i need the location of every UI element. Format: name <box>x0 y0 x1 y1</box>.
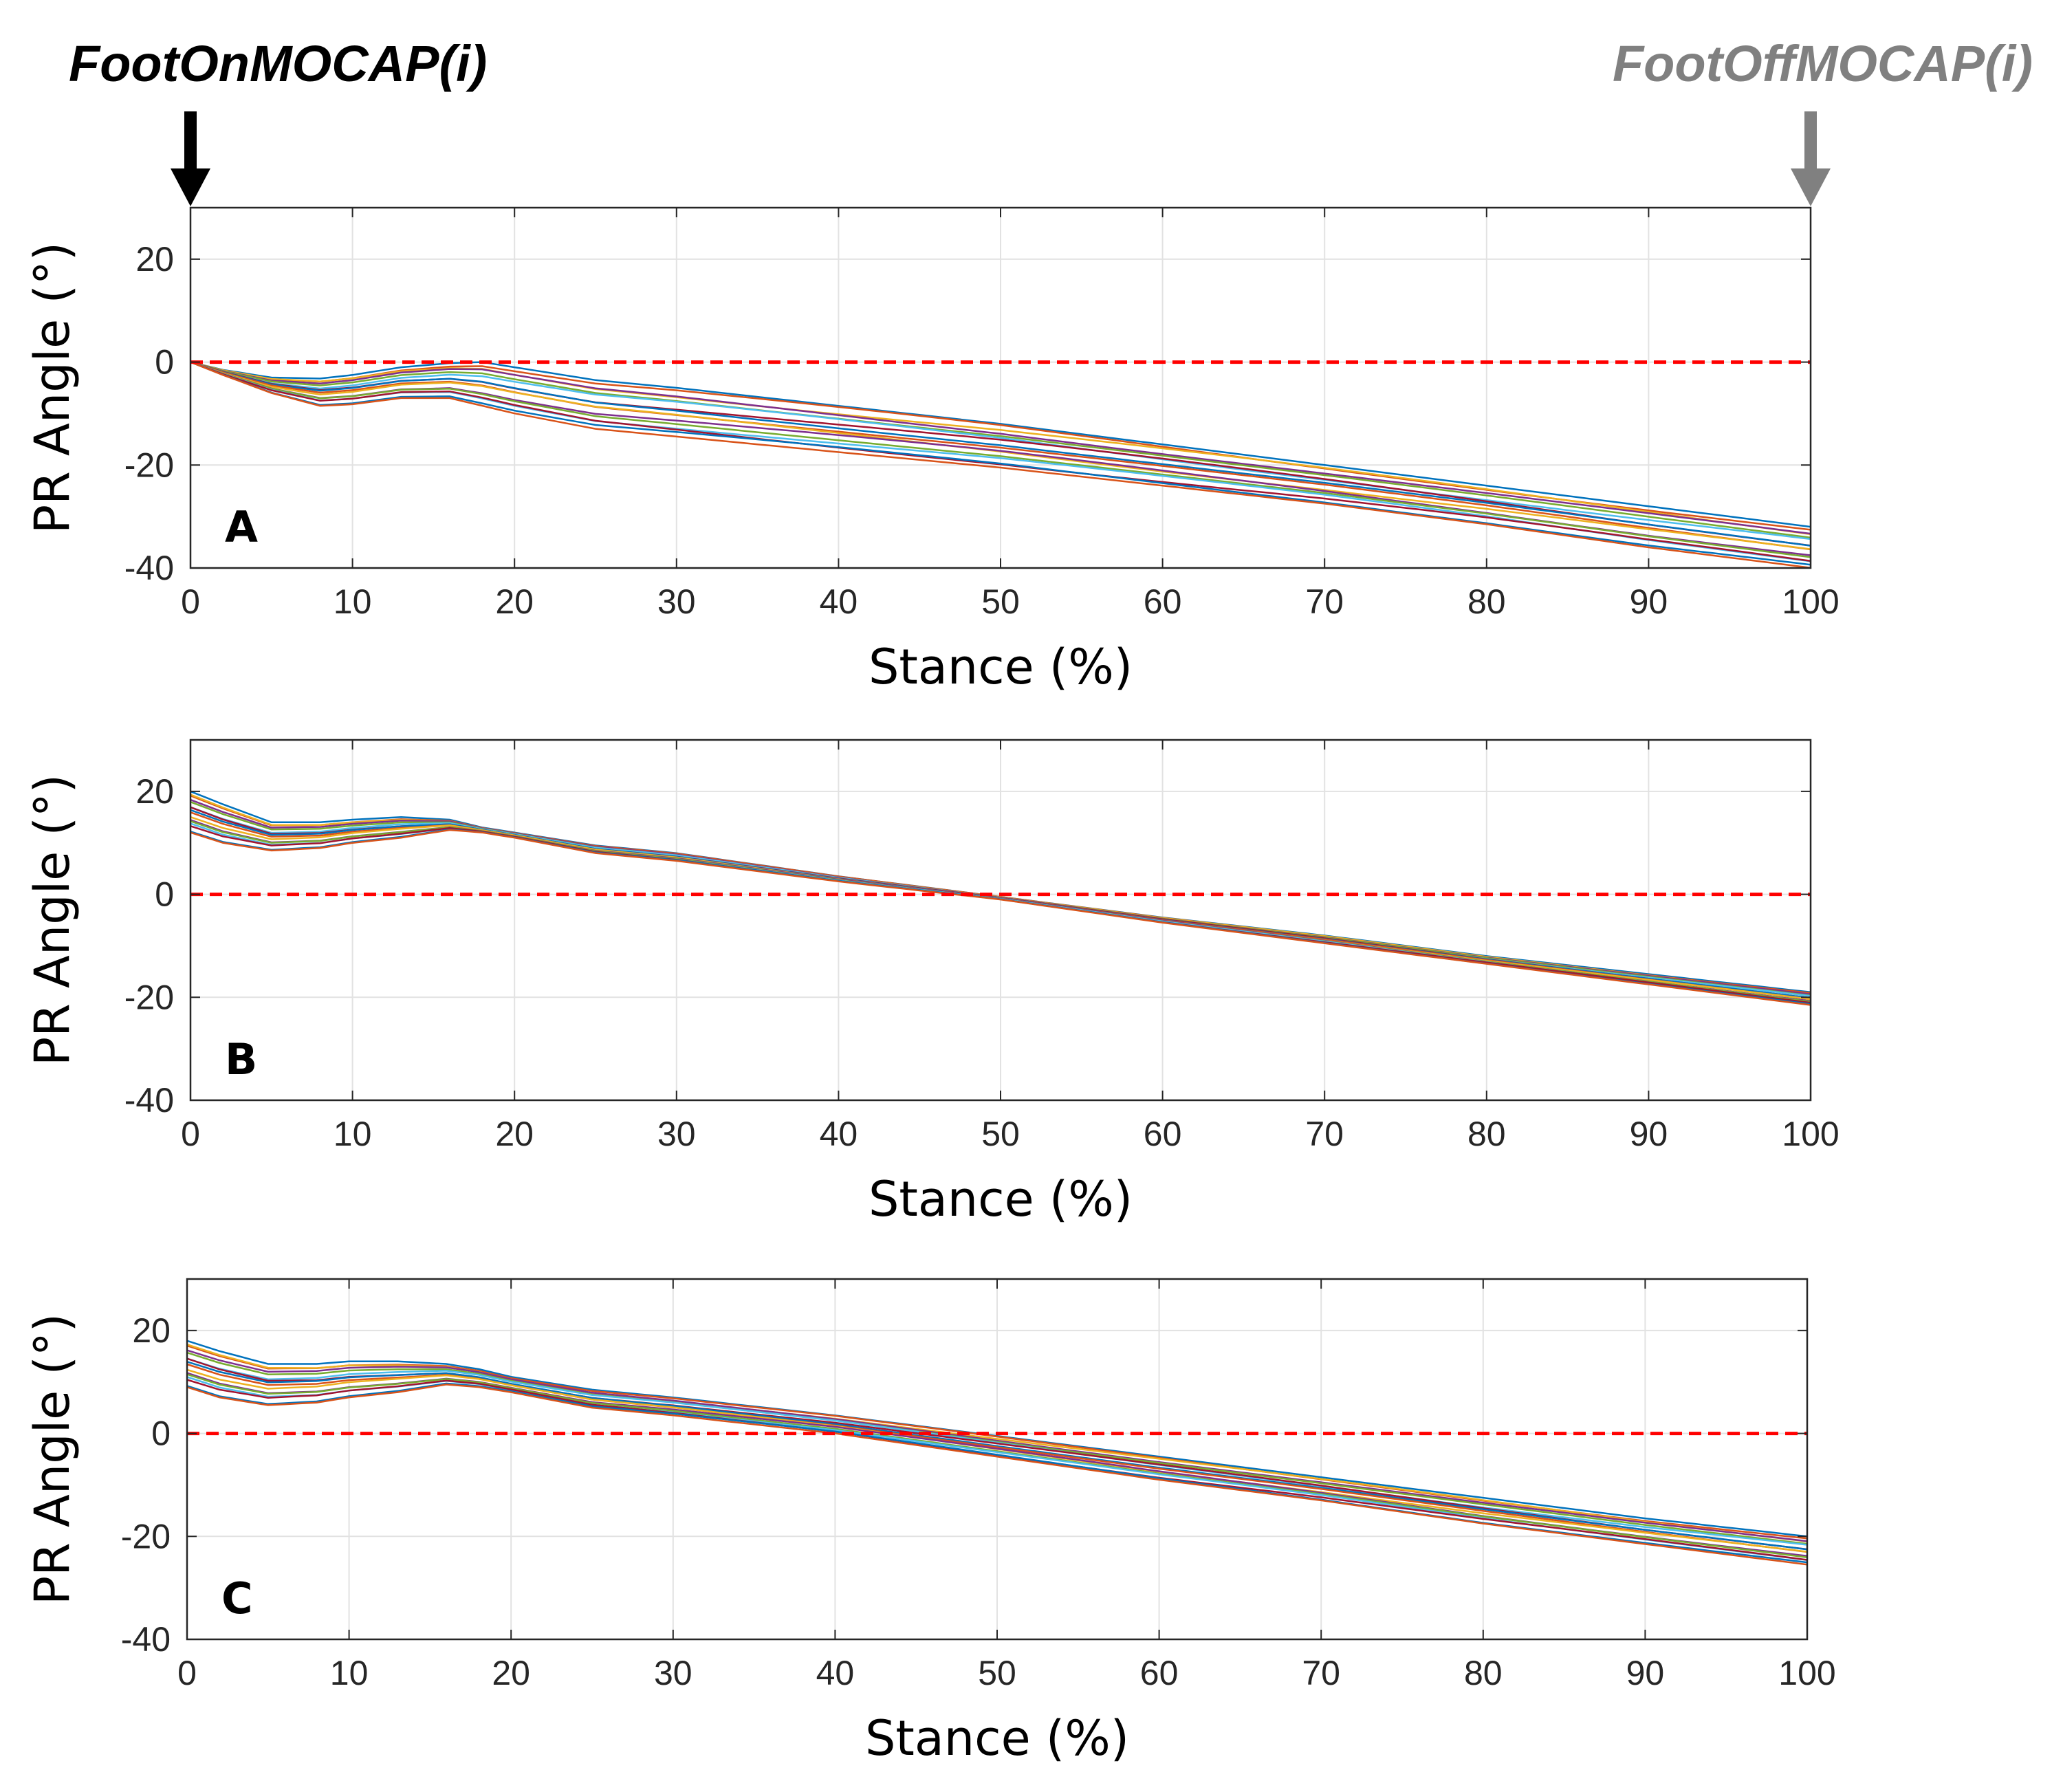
x-tick-label: 0 <box>181 1115 200 1153</box>
series-line <box>190 361 1811 547</box>
series-line <box>190 361 1811 566</box>
foot-on-arrow-icon <box>171 111 210 206</box>
x-tick-label: 10 <box>330 1654 369 1692</box>
panel-letter: A <box>225 502 258 552</box>
x-axis-label: Stance (%) <box>869 1171 1133 1227</box>
x-tick-label: 100 <box>1782 1115 1839 1153</box>
x-tick-label: 100 <box>1778 1654 1835 1692</box>
y-axis-label: PR Angle (°) <box>24 774 80 1066</box>
y-tick-label: -40 <box>121 1620 171 1659</box>
foot-off-arrow-icon <box>1791 111 1831 206</box>
x-tick-label: 40 <box>820 1115 858 1153</box>
x-axis-label: Stance (%) <box>869 639 1133 695</box>
y-tick-label: -20 <box>124 446 174 484</box>
x-tick-label: 60 <box>1144 1115 1182 1153</box>
series-line <box>186 1361 1808 1551</box>
x-tick-label: 50 <box>981 1115 1020 1153</box>
x-tick-label: 60 <box>1144 582 1182 621</box>
x-axis-label: Stance (%) <box>865 1710 1129 1767</box>
y-tick-label: 0 <box>151 1414 171 1453</box>
x-tick-label: 90 <box>1630 582 1668 621</box>
x-tick-label: 30 <box>654 1654 692 1692</box>
x-tick-label: 20 <box>495 582 534 621</box>
series-line <box>190 829 1811 1006</box>
x-tick-label: 10 <box>334 582 372 621</box>
x-tick-label: 40 <box>820 582 858 621</box>
y-tick-label: -20 <box>121 1517 171 1555</box>
x-tick-label: 10 <box>334 1115 372 1153</box>
series-line <box>190 361 1811 558</box>
annotation-prefix: FootOffMOCAP( <box>1613 35 2007 92</box>
x-tick-label: 70 <box>1302 1654 1340 1692</box>
annotation-index: i <box>2002 35 2017 92</box>
x-tick-label: 80 <box>1464 1654 1503 1692</box>
x-tick-label: 20 <box>495 1115 534 1153</box>
series-line <box>186 1373 1808 1558</box>
chart-panel-c: 0 10 20 30 40 50 60 70 80 90 100 20 0 -20 -40 Stance (%… <box>24 1278 1836 1767</box>
y-tick-label: -20 <box>124 978 174 1016</box>
x-tick-label: 80 <box>1467 582 1506 621</box>
foot-off-annotation: FootOffMOCAP(i) <box>1613 35 2033 92</box>
annotation-index: i <box>456 35 471 92</box>
y-tick-label: 20 <box>135 772 174 811</box>
x-tick-label: 70 <box>1305 1115 1344 1153</box>
x-tick-label: 80 <box>1467 1115 1506 1153</box>
foot-on-annotation: FootOnMOCAP(i) <box>69 35 487 92</box>
panel-letter: B <box>225 1034 257 1084</box>
x-tick-label: 100 <box>1782 582 1839 621</box>
chart-panel-a: 0 10 20 30 40 50 60 70 80 90 100 20 0 -20 -40 Stance (%… <box>24 206 1840 695</box>
y-tick-label: 20 <box>135 240 174 278</box>
x-tick-label: 0 <box>177 1654 197 1692</box>
x-tick-label: 0 <box>181 582 200 621</box>
y-tick-label: -40 <box>124 549 174 587</box>
y-tick-label: 0 <box>155 875 174 914</box>
y-axis-label: PR Angle (°) <box>24 1313 80 1605</box>
panel-letter: C <box>221 1573 253 1624</box>
series-line <box>190 361 1811 539</box>
annotation-prefix: FootOnMOCAP( <box>69 35 461 92</box>
x-tick-label: 30 <box>657 1115 696 1153</box>
y-tick-label: -40 <box>124 1081 174 1119</box>
series-line <box>186 1349 1808 1542</box>
x-tick-label: 90 <box>1626 1654 1665 1692</box>
series-line <box>186 1384 1808 1566</box>
series-line <box>190 361 1811 569</box>
y-axis-label: PR Angle (°) <box>24 242 80 534</box>
x-tick-label: 20 <box>492 1654 530 1692</box>
x-tick-label: 40 <box>816 1654 855 1692</box>
x-tick-label: 90 <box>1630 1115 1668 1153</box>
chart-panel-b: 0 10 20 30 40 50 60 70 80 90 100 20 0 -20 -40 Stance (%… <box>24 739 1840 1227</box>
x-tick-label: 60 <box>1140 1654 1179 1692</box>
series-line <box>190 361 1811 540</box>
x-tick-label: 50 <box>978 1654 1016 1692</box>
x-tick-label: 50 <box>981 582 1020 621</box>
y-tick-label: 0 <box>155 343 174 382</box>
x-tick-label: 30 <box>657 582 696 621</box>
y-tick-label: 20 <box>132 1311 171 1350</box>
series-line <box>190 361 1811 535</box>
x-tick-label: 70 <box>1305 582 1344 621</box>
